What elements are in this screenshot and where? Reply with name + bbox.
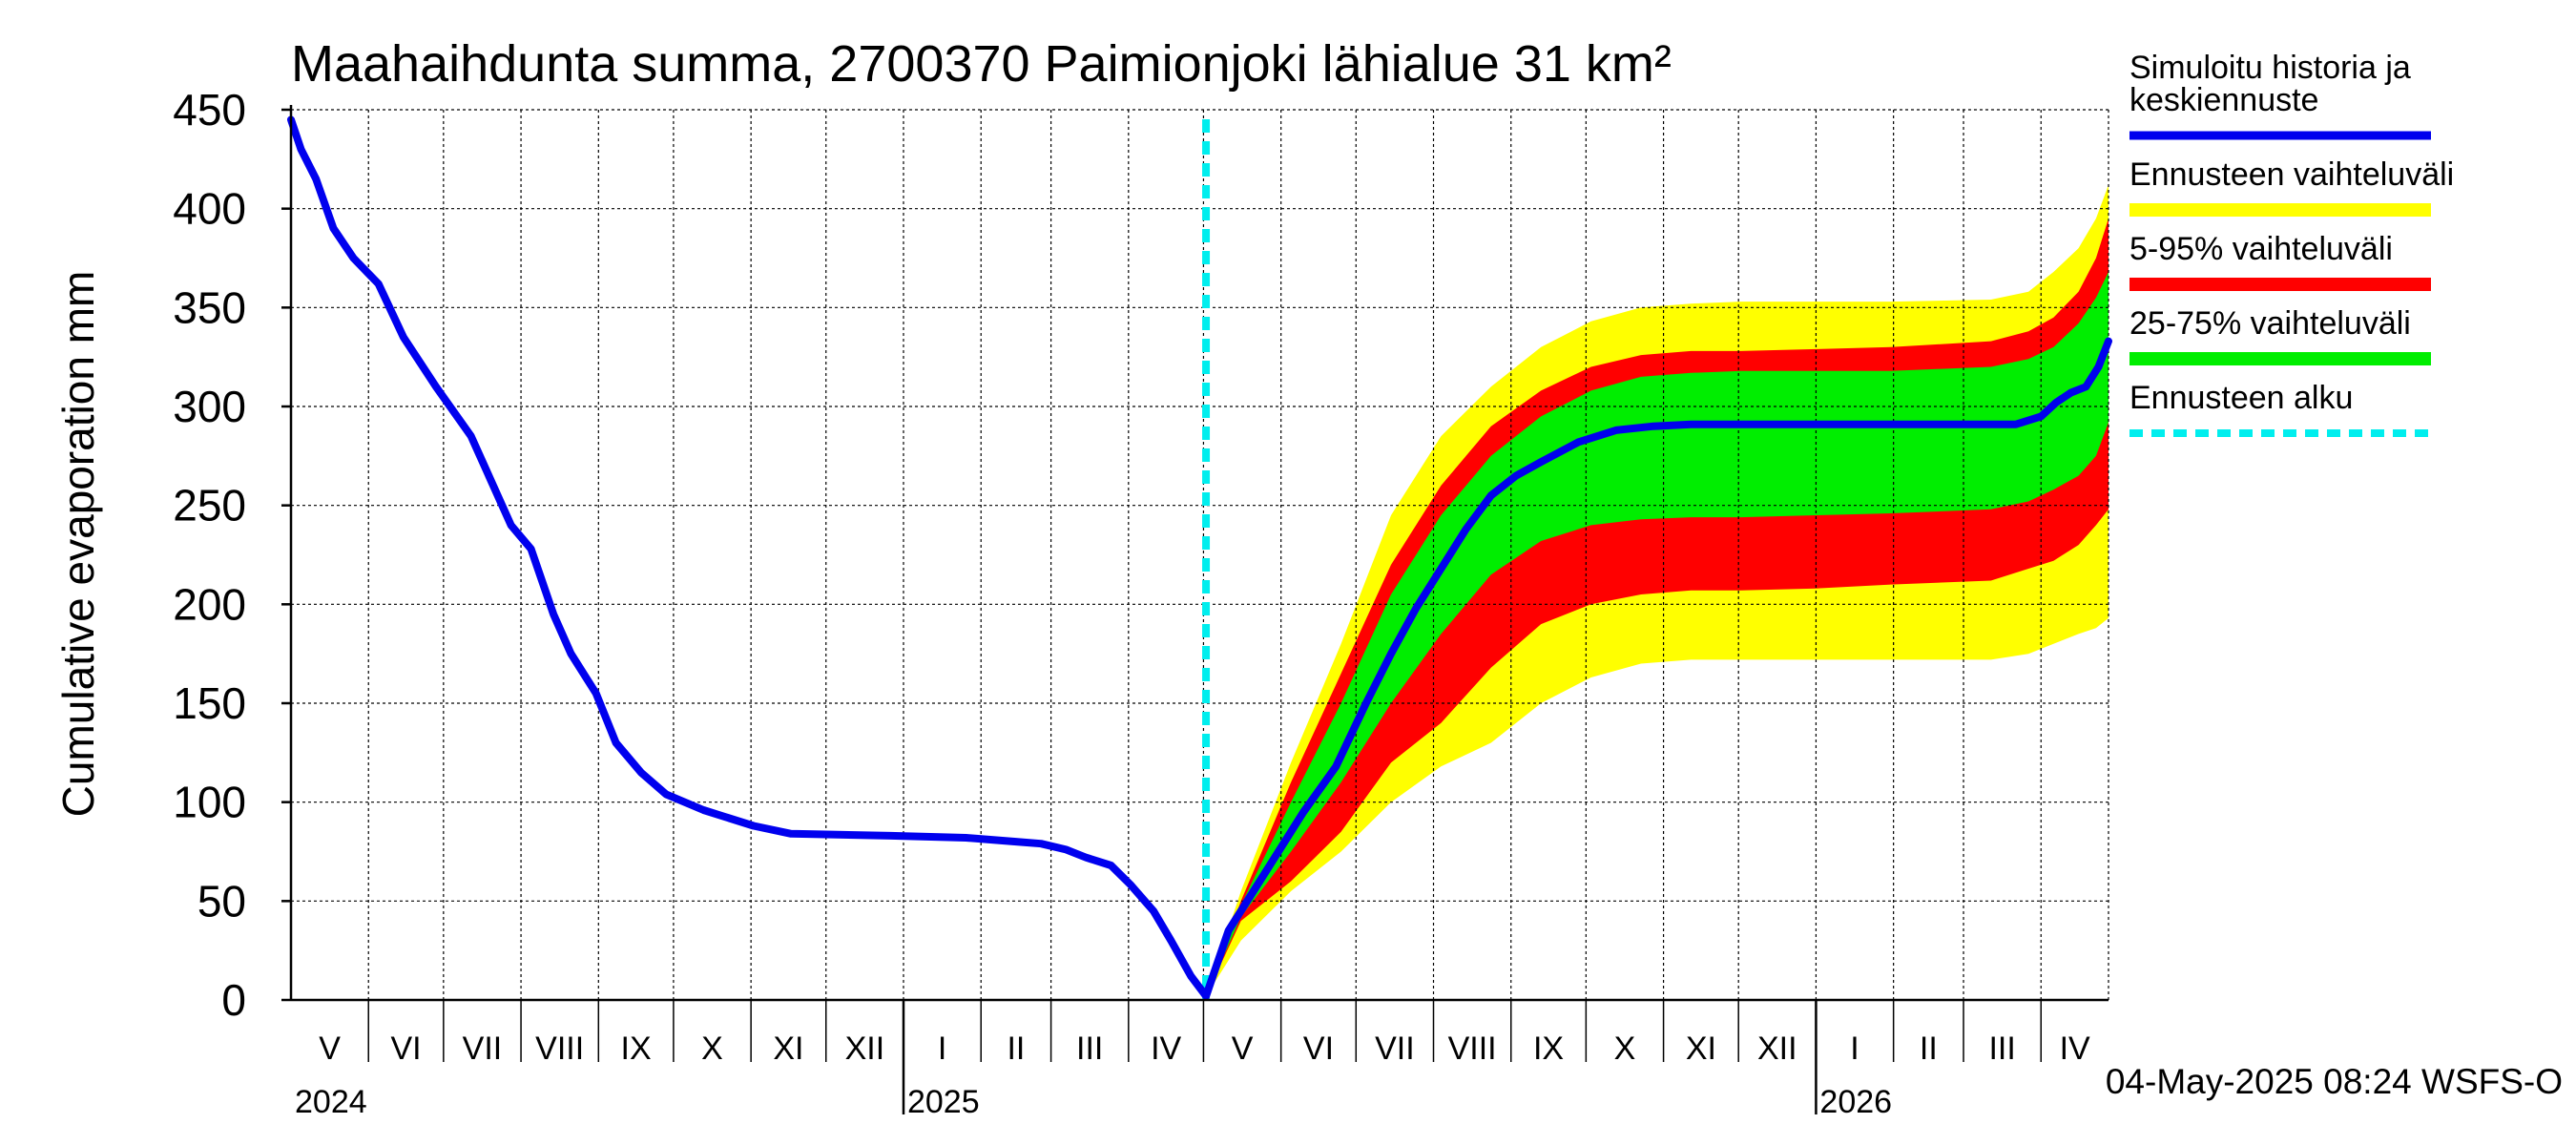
y-tick-label: 300: [173, 382, 246, 431]
y-axis: 0 50 100 150 200 250 300 350 400 450: [173, 85, 291, 1025]
month-label: IX: [621, 1030, 652, 1067]
y-tick-label: 250: [173, 481, 246, 531]
legend-label: Ennusteen alku: [2129, 380, 2353, 416]
band-25-75: [1206, 272, 2109, 996]
month-label: I: [938, 1030, 946, 1067]
month-label: XII: [1757, 1030, 1797, 1067]
month-label: XI: [1686, 1030, 1716, 1067]
legend-label: 5-95% vaihteluväli: [2129, 231, 2393, 267]
y-tick-label: 400: [173, 184, 246, 234]
y-tick-label: 150: [173, 678, 246, 728]
month-label: V: [319, 1030, 341, 1067]
month-label: VIII: [535, 1030, 584, 1067]
month-label: VI: [1303, 1030, 1334, 1067]
month-label: XII: [845, 1030, 885, 1067]
y-axis-label: Cumulative evaporation mm: [53, 271, 103, 818]
month-label: VI: [390, 1030, 421, 1067]
month-label: IV: [1151, 1030, 1181, 1067]
x-axis: V VI VII VIII IX X XI XII I II III IV V VI VII VIII IX X X…: [295, 1000, 2090, 1120]
month-label: II: [1007, 1030, 1025, 1067]
month-label: III: [1988, 1030, 2015, 1067]
y-tick-label: 100: [173, 778, 246, 827]
year-label: 2025: [907, 1084, 980, 1120]
month-label: IX: [1533, 1030, 1564, 1067]
month-label: IV: [2060, 1030, 2090, 1067]
month-label: X: [1614, 1030, 1636, 1067]
month-label: II: [1920, 1030, 1938, 1067]
y-tick-label: 200: [173, 579, 246, 629]
y-tick-label: 50: [197, 876, 246, 926]
y-tick-label: 0: [221, 975, 246, 1025]
legend-label: Ennusteen vaihteluväli: [2129, 156, 2454, 193]
year-label: 2026: [1819, 1084, 1892, 1120]
plot-frame: [289, 105, 2109, 1002]
median-line: [287, 115, 2112, 1000]
y-tick-label: 450: [173, 85, 246, 135]
legend-label: Simuloitu historia ja: [2129, 50, 2411, 86]
month-label: III: [1076, 1030, 1103, 1067]
year-label: 2024: [295, 1084, 367, 1120]
series-lines: [287, 115, 2112, 1000]
month-label: XI: [773, 1030, 803, 1067]
legend-label: keskiennuste: [2129, 82, 2318, 118]
legend-label: 25-75% vaihteluväli: [2129, 305, 2411, 342]
month-label: V: [1232, 1030, 1254, 1067]
chart-title: Maahaihdunta summa, 2700370 Paimionjoki …: [291, 35, 1672, 93]
month-label: VII: [463, 1030, 503, 1067]
timestamp: 04-May-2025 08:24 WSFS-O: [2106, 1062, 2563, 1101]
forecast-bands: [1206, 184, 2109, 996]
month-label: X: [701, 1030, 723, 1067]
month-label: VII: [1375, 1030, 1415, 1067]
y-tick-label: 350: [173, 282, 246, 332]
month-label: VIII: [1448, 1030, 1497, 1067]
month-label: I: [1850, 1030, 1859, 1067]
